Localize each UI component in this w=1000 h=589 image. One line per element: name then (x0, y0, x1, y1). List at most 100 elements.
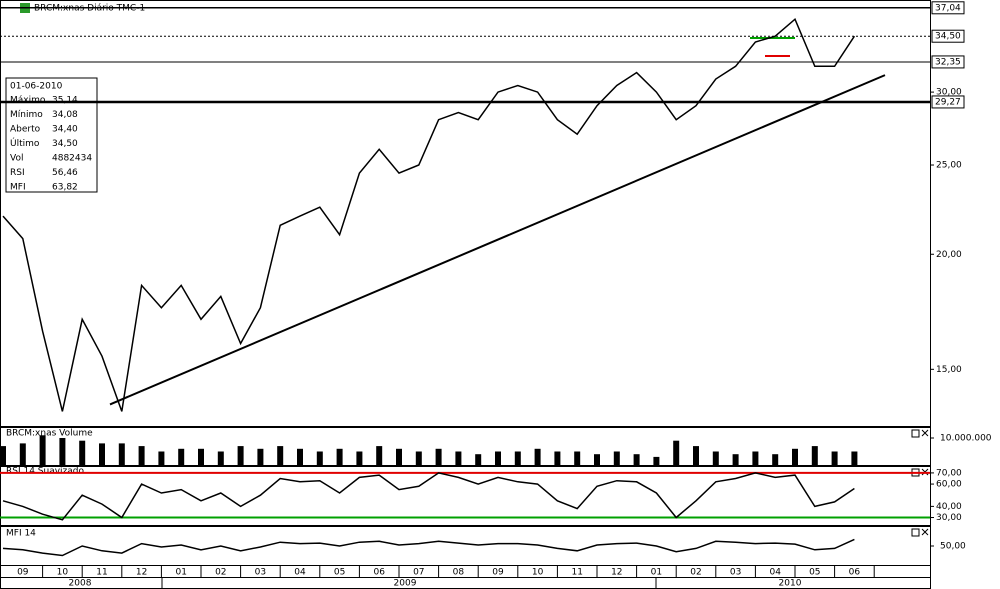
rsi-line (2, 472, 855, 521)
year-label: 2010 (779, 579, 802, 589)
volume-bar (118, 443, 125, 465)
volume-bar (217, 451, 224, 465)
volume-bar (633, 454, 640, 465)
x-tick-label: 12 (611, 568, 622, 578)
rsi-panel (0, 466, 931, 526)
volume-bar (396, 448, 402, 465)
volume-bar (198, 448, 204, 465)
volume-bar (653, 456, 660, 465)
volume-bar (554, 451, 561, 465)
volume-bar (79, 440, 86, 465)
info-key: Último (10, 137, 40, 149)
volume-bar (39, 435, 46, 465)
x-tick-label: 06 (373, 568, 385, 578)
volume-bar (475, 454, 482, 465)
price-panel (0, 0, 931, 427)
mfi-line (2, 538, 855, 557)
panel-icon (911, 528, 920, 537)
panel-close (921, 528, 929, 536)
volume-bar (435, 448, 442, 465)
info-value: 34,08 (52, 110, 78, 120)
volume-bar (594, 454, 600, 465)
volume-bar (59, 437, 66, 465)
volume-title: BRCM:xnas Volume (6, 429, 93, 439)
level-box (931, 95, 965, 109)
x-tick-label: 08 (453, 568, 465, 578)
y-tick-label: 20,00 (936, 250, 962, 260)
volume-bar (851, 451, 858, 465)
x-tick-label: 02 (215, 568, 226, 578)
panel-icon (911, 429, 920, 438)
y-tick-label: 30,00 (936, 513, 962, 523)
volume-bar (495, 451, 501, 465)
x-tick-label: 10 (532, 568, 544, 578)
x-tick-label: 10 (57, 568, 69, 578)
y-tick-label: 60,00 (936, 480, 962, 490)
x-tick-label: 04 (294, 568, 306, 578)
x-tick-label: 06 (849, 568, 861, 578)
volume-bar (831, 451, 838, 465)
volume-bar (673, 440, 680, 465)
info-key: Aberto (10, 125, 41, 135)
info-date: 01-06-2010 (10, 82, 63, 92)
volume-bar (792, 448, 798, 465)
x-tick-label: 01 (175, 568, 186, 578)
x-tick-label: 03 (730, 568, 741, 578)
info-value: 56,46 (52, 168, 78, 178)
y-tick-label: 25,00 (936, 161, 962, 171)
level-label: 29,27 (935, 97, 961, 107)
info-value: 63,82 (52, 183, 78, 193)
info-key: RSI (10, 168, 25, 178)
volume-bar (514, 451, 521, 465)
volume-bar (534, 448, 541, 465)
year-label: 2009 (394, 579, 417, 589)
x-tick-label: 05 (809, 568, 820, 578)
level-label: 32,35 (935, 57, 961, 67)
volume-bar (574, 451, 581, 465)
y-tick-label: 15,00 (936, 365, 962, 375)
x-tick-label: 04 (769, 568, 781, 578)
mfi-title: MFI 14 (6, 529, 36, 539)
volume-bar (336, 448, 343, 465)
y-tick-label: 50,00 (940, 542, 966, 552)
x-tick-label: 05 (334, 568, 345, 578)
x-tick-label: 02 (690, 568, 701, 578)
volume-bar (237, 446, 244, 465)
info-box: 01-06-2010 (5, 77, 98, 193)
volume-bar (376, 446, 383, 465)
y-tick-label: 70,00 (936, 468, 962, 478)
panel-close (921, 429, 929, 437)
info-value: 34,40 (52, 125, 78, 135)
x-tick-label: 12 (136, 568, 147, 578)
volume-bar (415, 451, 422, 465)
x-tick-label: 09 (492, 568, 504, 578)
volume-bar (455, 451, 462, 465)
trendline (109, 74, 886, 406)
level-box (931, 55, 965, 69)
volume-bar (277, 446, 284, 465)
x-tick-label: 03 (255, 568, 266, 578)
info-key: Vol (10, 154, 23, 164)
volume-bar (158, 451, 165, 465)
x-tick-label: 01 (651, 568, 662, 578)
info-value: 4882434 (52, 154, 92, 164)
level-box (931, 1, 965, 15)
x-tick-label: 07 (413, 568, 424, 578)
x-tick-label: 11 (571, 568, 582, 578)
volume-bar (811, 446, 818, 465)
price-line (2, 17, 856, 412)
volume-bar (316, 451, 323, 465)
level-label: 34,50 (935, 32, 961, 42)
x-tick-label: 11 (96, 568, 107, 578)
volume-bar (19, 443, 26, 465)
volume-bar (0, 446, 6, 465)
level-box (931, 29, 965, 43)
rsi-title: RSI 14 Suavizado (6, 467, 85, 477)
x-tick-label: 09 (17, 568, 29, 578)
info-box-frame (5, 77, 98, 193)
volume-bar (732, 454, 739, 465)
info-value: 35,14 (52, 96, 78, 106)
volume-bar (752, 451, 759, 465)
volume-bar (356, 451, 363, 465)
volume-bar (297, 448, 303, 465)
